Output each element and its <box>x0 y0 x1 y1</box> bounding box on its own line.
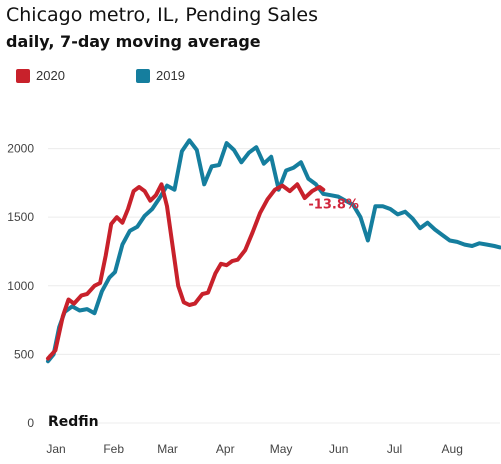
ytick-label-1000: 1000 <box>7 279 34 293</box>
xtick-label-jul: Jul <box>387 442 402 456</box>
legend-item-2020: 2020 <box>16 68 65 83</box>
xtick-label-apr: Apr <box>216 442 235 456</box>
chart-title: Chicago metro, IL, Pending Sales <box>6 4 318 26</box>
legend-label-2020: 2020 <box>36 68 65 83</box>
chart-subtitle: daily, 7-day moving average <box>6 32 261 51</box>
legend-item-2019: 2019 <box>136 68 185 83</box>
xtick-label-feb: Feb <box>103 442 124 456</box>
xtick-label-mar: Mar <box>157 442 178 456</box>
ytick-label-500: 500 <box>14 347 34 361</box>
legend-swatch-2020 <box>16 68 30 83</box>
annotation-label: -13.8% <box>308 197 359 212</box>
xtick-label-may: May <box>270 442 293 456</box>
xtick-label-jun: Jun <box>329 442 348 456</box>
legend-label-2019: 2019 <box>156 68 185 83</box>
legend-swatch-2019 <box>136 68 150 83</box>
xtick-label-jan: Jan <box>46 442 65 456</box>
ytick-label-2000: 2000 <box>7 142 34 156</box>
ytick-label-0: 0 <box>27 416 34 430</box>
source-label: Redfin <box>48 414 99 430</box>
xtick-label-aug: Aug <box>442 442 463 456</box>
series-line-2019 <box>46 138 501 364</box>
series-line-2020 <box>46 182 326 361</box>
ytick-label-1500: 1500 <box>7 210 34 224</box>
